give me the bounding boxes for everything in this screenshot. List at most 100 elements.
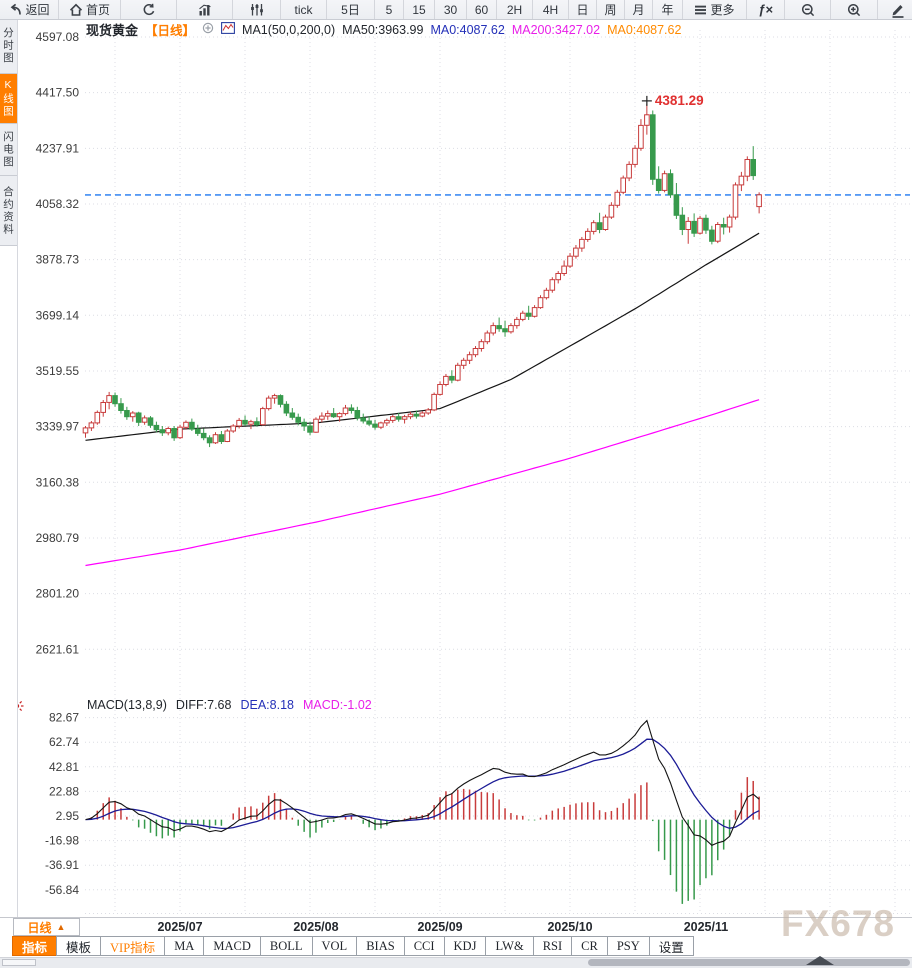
tab-template[interactable]: 模板 xyxy=(56,936,102,956)
x-axis-label: 2025/10 xyxy=(547,920,592,934)
zoom-out-icon xyxy=(801,3,815,17)
refresh-icon xyxy=(142,3,156,17)
svg-text:2.95: 2.95 xyxy=(56,809,80,823)
ma50-value: MA50:3963.99 xyxy=(342,22,424,37)
home-icon xyxy=(69,3,83,16)
period-5d[interactable]: 5日 xyxy=(326,0,374,19)
home-button-label: 首页 xyxy=(85,3,110,17)
sidebar-tab-contract-info[interactable]: 合约资料 xyxy=(0,176,17,246)
period-year[interactable]: 年 xyxy=(652,0,682,19)
period-5m[interactable]: 5 xyxy=(374,0,403,19)
period-30m-label: 30 xyxy=(443,2,458,17)
svg-text:-16.98: -16.98 xyxy=(45,834,79,848)
period-week[interactable]: 周 xyxy=(596,0,624,19)
period-year-label: 年 xyxy=(661,3,674,17)
fx-button-label: ƒ× xyxy=(758,2,773,17)
chart-type-sidebar: 分时图 K线图 闪电图 合约资料 xyxy=(0,19,18,917)
more-button[interactable]: 更多 xyxy=(682,0,746,19)
tab-psy[interactable]: PSY xyxy=(606,936,650,956)
tab-kdj[interactable]: KDJ xyxy=(443,936,487,956)
sidebar-tab-kline-chart[interactable]: K线图 xyxy=(0,74,17,124)
period-tick-label: tick xyxy=(294,2,313,17)
chart-header: 现货黄金 【日线】 MA1(50,0,200,0) MA50:3963.99 M… xyxy=(86,20,681,39)
back-button-label: 返回 xyxy=(25,3,50,17)
tab-lw[interactable]: LW& xyxy=(485,936,534,956)
x-axis-label: 2025/08 xyxy=(293,920,338,934)
svg-text:2621.61: 2621.61 xyxy=(36,642,80,656)
tab-macd[interactable]: MACD xyxy=(203,936,261,956)
x-axis-label: 2025/11 xyxy=(684,920,729,934)
period-60m-label: 60 xyxy=(474,2,489,17)
collapse-handle-icon[interactable] xyxy=(806,956,834,965)
period-4h-label: 4H xyxy=(542,2,559,17)
period-15m[interactable]: 15 xyxy=(403,0,434,19)
draw-button[interactable] xyxy=(877,0,912,19)
tab-vol[interactable]: VOL xyxy=(311,936,358,956)
horizontal-scrollbar[interactable] xyxy=(588,959,910,966)
ma200-value: MA200:3427.02 xyxy=(511,22,601,37)
indicator-toolbar: 指标 模板 VIP指标 MA MACD BOLL VOL BIAS CCI KDJ LW& RSI CR… xyxy=(12,936,694,956)
fx-button[interactable]: ƒ× xyxy=(746,0,784,19)
zoom-in-button[interactable] xyxy=(830,0,877,19)
sidebar-tab-lightning-chart[interactable]: 闪电图 xyxy=(0,124,17,176)
macd-diff: DIFF:7.68 xyxy=(175,698,232,712)
tab-cr[interactable]: CR xyxy=(571,936,608,956)
mini-chart-icon[interactable] xyxy=(221,22,235,37)
period-4h[interactable]: 4H xyxy=(532,0,568,19)
home-button[interactable]: 首页 xyxy=(58,0,120,19)
period-2h[interactable]: 2H xyxy=(496,0,532,19)
top-toolbar: 返回 首页 tick 5日 5 15 30 60 2H 4H 日 周 月 年 更多 ƒ× xyxy=(0,0,912,20)
macd-dea: DEA:8.18 xyxy=(240,698,294,712)
tab-rsi[interactable]: RSI xyxy=(532,936,573,956)
tab-bias[interactable]: BIAS xyxy=(356,936,405,956)
svg-text:62.74: 62.74 xyxy=(49,735,79,749)
period-5m-label: 5 xyxy=(385,2,393,17)
period-5d-label: 5日 xyxy=(341,3,360,17)
x-axis-label: 2025/09 xyxy=(417,920,462,934)
period-tick[interactable]: tick xyxy=(280,0,326,19)
svg-text:4417.50: 4417.50 xyxy=(36,86,80,100)
refresh-button[interactable] xyxy=(120,0,176,19)
macd-title: MACD(13,8,9) xyxy=(87,698,167,712)
tab-indicator[interactable]: 指标 xyxy=(12,936,58,956)
symbol-name: 现货黄金 xyxy=(86,23,139,38)
period-30m[interactable]: 30 xyxy=(434,0,466,19)
menu-icon xyxy=(694,4,707,16)
svg-text:2801.20: 2801.20 xyxy=(36,587,80,601)
x-axis-label: 2025/07 xyxy=(157,920,202,934)
svg-text:22.88: 22.88 xyxy=(49,784,79,798)
scroll-corner xyxy=(2,959,36,966)
zoom-out-button[interactable] xyxy=(784,0,830,19)
period-2h-label: 2H xyxy=(506,2,523,17)
period-day[interactable]: 日 xyxy=(568,0,596,19)
tab-ma[interactable]: MA xyxy=(164,936,205,956)
period-month[interactable]: 月 xyxy=(624,0,652,19)
svg-text:2980.79: 2980.79 xyxy=(36,531,80,545)
svg-text:4597.08: 4597.08 xyxy=(36,30,80,44)
svg-text:3519.55: 3519.55 xyxy=(36,364,80,378)
circle-plus-icon[interactable] xyxy=(202,22,214,37)
sidebar-tab-time-chart[interactable]: 分时图 xyxy=(0,19,17,74)
svg-text:82.67: 82.67 xyxy=(49,711,79,725)
tab-cci[interactable]: CCI xyxy=(403,936,445,956)
tab-settings[interactable]: 设置 xyxy=(648,936,694,956)
triangle-up-icon: ▲ xyxy=(56,922,66,932)
back-icon xyxy=(8,3,22,16)
pencil-icon xyxy=(890,2,905,18)
period-selector[interactable]: 日线 ▲ xyxy=(13,918,80,936)
indicator-chart-button[interactable] xyxy=(232,0,280,19)
ma-setting: MA1(50,0,200,0) xyxy=(242,22,336,37)
tab-vip-indicator[interactable]: VIP指标 xyxy=(100,936,166,956)
period-15m-label: 15 xyxy=(412,2,426,17)
candles-icon xyxy=(250,3,264,16)
bottom-strip xyxy=(0,956,912,968)
back-button[interactable]: 返回 xyxy=(0,0,58,19)
svg-text:-56.84: -56.84 xyxy=(45,883,79,897)
tab-boll[interactable]: BOLL xyxy=(259,936,313,956)
period-60m[interactable]: 60 xyxy=(466,0,496,19)
bar-chart-button[interactable] xyxy=(176,0,232,19)
svg-text:3160.38: 3160.38 xyxy=(36,475,80,489)
svg-text:3878.73: 3878.73 xyxy=(36,253,80,267)
svg-text:4237.91: 4237.91 xyxy=(36,141,80,155)
